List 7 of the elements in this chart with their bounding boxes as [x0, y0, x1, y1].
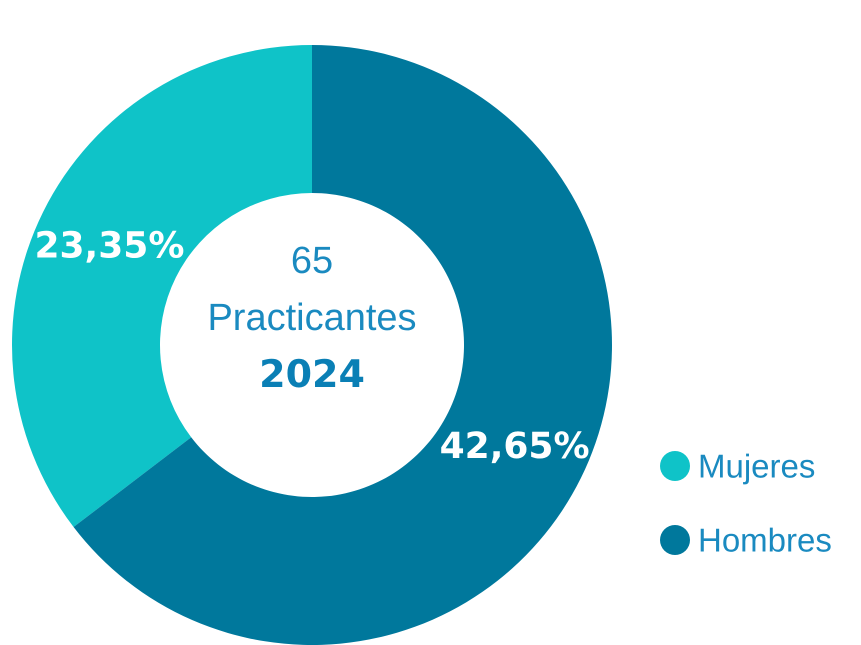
text: Practicantes: [207, 297, 417, 339]
data-label: 23,35%: [34, 225, 184, 266]
text: 65: [290, 240, 334, 282]
legend-label: Mujeres: [698, 448, 816, 485]
legend-label: Hombres: [698, 522, 832, 559]
data-label: 42,65%: [440, 426, 590, 467]
text: 2024: [259, 352, 365, 396]
